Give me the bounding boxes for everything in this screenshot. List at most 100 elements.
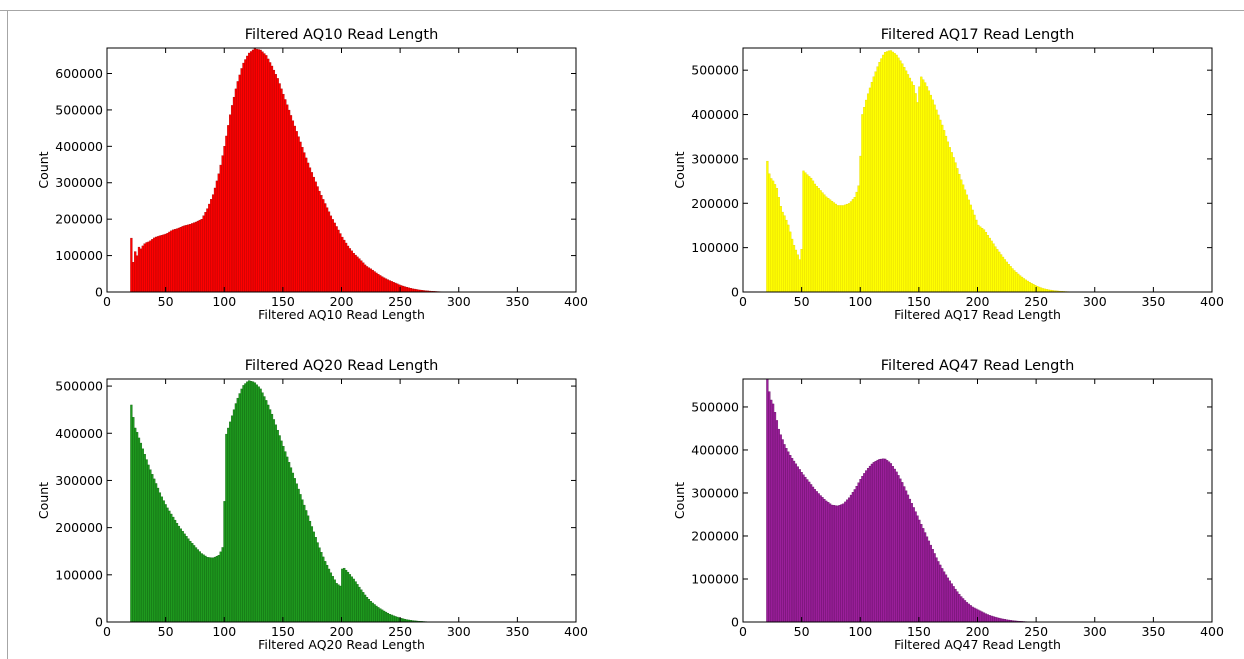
histogram-bar [320, 552, 323, 623]
histogram-bar [806, 479, 809, 623]
histogram-bar [170, 513, 173, 623]
histogram-bar [337, 584, 340, 623]
histogram-bar [960, 179, 963, 293]
y-tick-label: 100000 [55, 248, 103, 263]
histogram-bar [965, 602, 969, 623]
histogram-bar [343, 567, 346, 623]
histogram-bar [162, 234, 165, 293]
histogram-bar [344, 242, 348, 293]
histogram-bar [961, 184, 965, 293]
histogram-bar [170, 230, 173, 293]
histogram-bar [1017, 273, 1020, 293]
histogram-bar [794, 463, 798, 623]
histogram-bar [137, 437, 141, 623]
histogram-bar [895, 54, 898, 293]
histogram-bar [384, 278, 388, 293]
histogram-bar [185, 224, 188, 293]
histogram-bar [147, 464, 150, 623]
histogram-bar [141, 245, 144, 293]
histogram-bar [912, 507, 915, 623]
histogram-bar [882, 458, 885, 623]
histogram-bar [1005, 261, 1008, 293]
histogram-bar [238, 74, 241, 293]
histogram-bar [390, 614, 393, 623]
histogram-bar [143, 243, 146, 293]
histogram-bar [293, 125, 296, 293]
histogram-bar [825, 196, 828, 293]
histogram-bar [1026, 280, 1029, 293]
histogram-bar [903, 67, 906, 293]
histogram-bar [1039, 287, 1043, 293]
histogram-bar [935, 109, 938, 293]
histogram-bar [156, 236, 160, 293]
histogram-bar [798, 259, 801, 293]
histogram-bar [183, 533, 186, 623]
histogram-bar [849, 201, 853, 293]
histogram-bar [838, 205, 841, 293]
histogram-bar [173, 229, 177, 293]
y-axis-label: Count [36, 151, 51, 188]
histogram-bar [255, 48, 258, 293]
histogram-bar [899, 478, 902, 623]
histogram-bar [828, 199, 832, 293]
histogram-bar [868, 465, 872, 623]
histogram-bar [770, 399, 773, 623]
histogram-bar [823, 194, 826, 293]
histogram-bar [809, 177, 813, 293]
y-tick-label: 400000 [55, 426, 103, 441]
x-tick-label: 0 [103, 294, 111, 309]
histogram-bar [211, 557, 215, 623]
histogram-bar [891, 51, 894, 293]
histogram-bar [308, 520, 312, 623]
histogram-bar [375, 605, 378, 623]
histogram-bar [362, 592, 365, 623]
x-tick-label: 50 [158, 294, 174, 309]
histogram-bar [813, 183, 817, 293]
histogram-bar [781, 211, 784, 293]
histogram-bar [261, 51, 264, 293]
histogram-bar [153, 478, 156, 623]
histogram-bar [287, 462, 291, 623]
histogram-bar [257, 386, 260, 623]
histogram-bar [156, 487, 160, 623]
histogram-bar [206, 208, 209, 293]
histogram-bar [396, 283, 399, 293]
histogram-bar [929, 544, 932, 623]
histogram-bar [369, 601, 372, 623]
histogram-bar [151, 239, 154, 293]
histogram-bar [980, 228, 984, 293]
histogram-bar [1041, 288, 1045, 293]
histogram-bar [286, 456, 289, 623]
histogram-bar [830, 200, 834, 293]
histogram-bar [322, 199, 325, 293]
histogram-bar [232, 96, 236, 293]
chart-title: Filtered AQ20 Read Length [245, 358, 439, 374]
histogram-bar [792, 460, 796, 623]
histogram-bar [299, 141, 302, 293]
histogram-bar [240, 388, 243, 623]
histogram-bar [887, 461, 891, 623]
histogram-bar [219, 551, 222, 623]
histogram-bar [230, 105, 234, 293]
histogram-bar [295, 131, 298, 293]
histogram-bar [1022, 278, 1026, 293]
histogram-bar [918, 519, 921, 623]
chart-aq20-read-length-bars [130, 380, 437, 623]
histogram-bar [268, 409, 272, 623]
histogram-bar [244, 383, 247, 623]
histogram-bar [229, 114, 232, 293]
histogram-bar [808, 176, 811, 293]
histogram-bar [779, 206, 782, 293]
x-tick-label: 50 [794, 624, 810, 639]
histogram-bar [999, 254, 1003, 293]
histogram-bar [834, 203, 837, 293]
histogram-bar [988, 237, 991, 293]
x-tick-label: 250 [1024, 624, 1048, 639]
histogram-bar [922, 528, 925, 623]
histogram-bar [211, 194, 215, 293]
histogram-bar [986, 234, 989, 293]
histogram-bar [137, 246, 141, 293]
histogram-bar [244, 59, 247, 293]
x-tick-label: 400 [564, 294, 588, 309]
histogram-bar [996, 249, 999, 293]
